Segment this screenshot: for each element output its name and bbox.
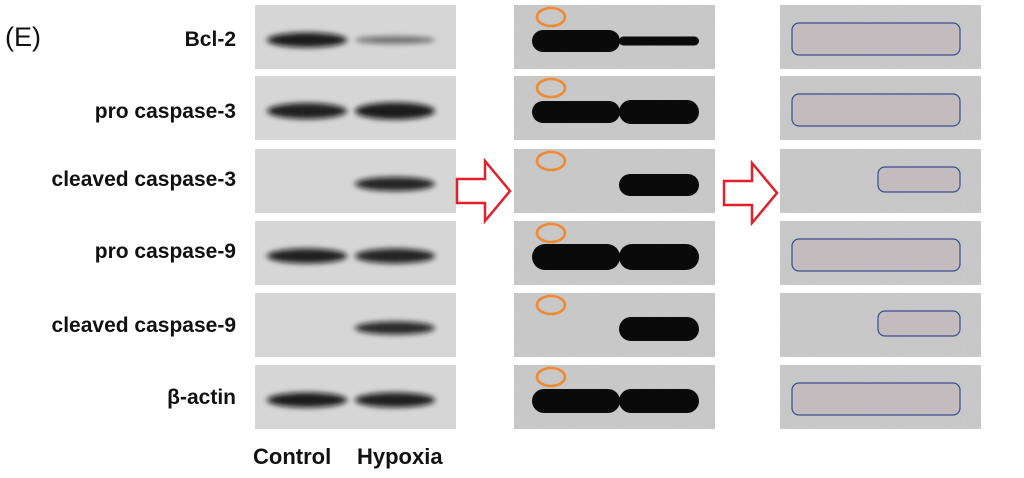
band-lane2	[355, 102, 435, 120]
right-arrow-icon	[722, 160, 779, 226]
segmented-mask-cleaved-caspase-3	[780, 149, 981, 213]
original-blot-bcl2	[255, 5, 456, 69]
band-lane2	[619, 389, 699, 413]
band-lane1	[267, 248, 347, 264]
thresholded-blot-pro-caspase-9	[514, 221, 715, 285]
original-blot-pro-caspase-9	[255, 221, 456, 285]
band-lane1	[267, 103, 347, 119]
segmented-mask-beta-actin	[780, 365, 981, 429]
row-label-cleaved-caspase-9: cleaved caspase-9	[51, 314, 236, 337]
highlight-circle-icon	[535, 150, 567, 172]
band-mask	[791, 238, 961, 272]
row-label-pro-caspase-9: pro caspase-9	[94, 240, 236, 263]
lane-label-hypoxia: Hypoxia	[357, 444, 443, 469]
segmented-mask-pro-caspase-3	[780, 76, 981, 140]
segmented-mask-cleaved-caspase-9	[780, 293, 981, 357]
band-lane2	[355, 248, 435, 264]
lane-label-control: Control	[253, 444, 332, 469]
band-mask	[791, 382, 961, 416]
band-mask	[791, 22, 961, 56]
band-lane2	[355, 321, 435, 335]
band-lane2	[619, 317, 699, 341]
highlight-circle-icon	[535, 294, 567, 316]
highlight-circle-icon	[535, 366, 567, 388]
panel-label: (E)	[5, 22, 41, 52]
original-blot-pro-caspase-3	[255, 76, 456, 140]
original-blot-cleaved-caspase-3	[255, 149, 456, 213]
thresholded-blot-bcl2	[514, 5, 715, 69]
highlight-circle-icon	[535, 77, 567, 99]
band-mask	[877, 310, 961, 337]
highlight-circle-icon	[535, 6, 567, 28]
segmented-mask-pro-caspase-9	[780, 221, 981, 285]
highlight-circle-icon	[535, 222, 567, 244]
row-label-cleaved-caspase-3: cleaved caspase-3	[51, 168, 236, 191]
band-lane2	[619, 36, 699, 46]
row-label-pro-caspase-3: pro caspase-3	[94, 100, 236, 123]
band-lane1	[532, 244, 620, 270]
original-blot-cleaved-caspase-9	[255, 293, 456, 357]
band-mask	[877, 166, 961, 193]
band-lane1	[267, 32, 347, 48]
band-lane1	[532, 389, 620, 413]
band-lane1	[532, 101, 620, 123]
band-lane2	[355, 177, 435, 191]
band-lane1	[532, 30, 620, 52]
band-lane1	[267, 392, 347, 408]
right-arrow-icon	[455, 158, 512, 224]
thresholded-blot-beta-actin	[514, 365, 715, 429]
original-blot-beta-actin	[255, 365, 456, 429]
band-lane2	[355, 392, 435, 408]
band-lane2	[619, 244, 699, 270]
band-lane2	[355, 36, 435, 44]
thresholded-blot-pro-caspase-3	[514, 76, 715, 140]
segmented-mask-bcl2	[780, 5, 981, 69]
thresholded-blot-cleaved-caspase-3	[514, 149, 715, 213]
band-mask	[791, 93, 961, 127]
thresholded-blot-cleaved-caspase-9	[514, 293, 715, 357]
row-label-beta-actin: β-actin	[167, 386, 236, 409]
band-lane2	[619, 100, 699, 124]
band-lane2	[619, 174, 699, 196]
row-label-bcl2: Bcl-2	[184, 28, 236, 51]
